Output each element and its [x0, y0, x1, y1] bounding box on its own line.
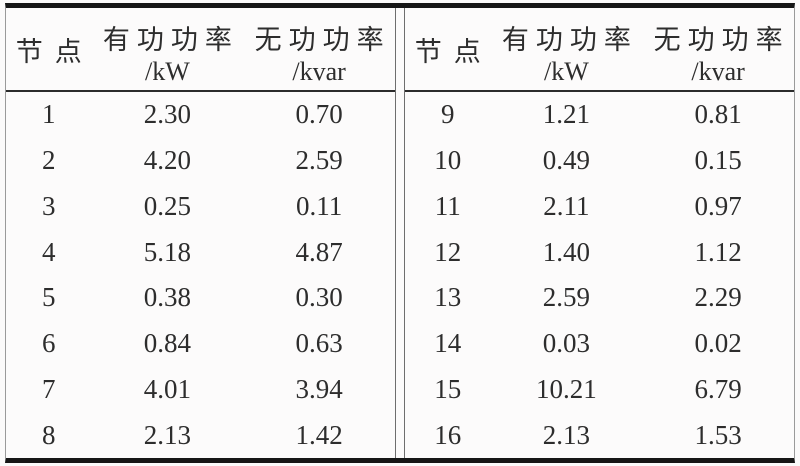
right-table-header: 节点 有功功率 /kW 无功功率 /kvar	[405, 8, 794, 92]
table-row: 3 0.25 0.11	[6, 184, 395, 230]
column-header-node: 节点	[6, 8, 92, 90]
reactive-power-cell: 0.81	[694, 99, 742, 130]
table-row: 15 10.21 6.79	[405, 367, 794, 413]
left-table-body: 1 2.30 0.70 2 4.20 2.59 3 0.25 0.11 4 5.…	[6, 92, 395, 458]
table-row: 14 0.03 0.02	[405, 321, 794, 367]
table-row: 9 1.21 0.81	[405, 92, 794, 138]
table-row: 10 0.49 0.15	[405, 138, 794, 184]
reactive-power-unit: /kvar	[292, 57, 346, 86]
node-cell: 16	[434, 419, 462, 450]
table-row: 2 4.20 2.59	[6, 138, 395, 184]
active-power-cell: 0.25	[143, 190, 192, 221]
active-power-cell: 0.03	[542, 328, 591, 359]
reactive-power-cell: 0.70	[295, 99, 343, 130]
active-power-cell: 1.21	[542, 99, 591, 130]
node-cell: 15	[434, 373, 462, 404]
active-power-cell: 0.84	[143, 328, 192, 359]
active-power-cell: 10.21	[536, 373, 597, 404]
table-row: 16 2.13 1.53	[405, 412, 794, 458]
right-table-body: 9 1.21 0.81 10 0.49 0.15 11 2.11 0.97 12…	[405, 92, 794, 458]
node-cell: 10	[434, 145, 462, 176]
right-table: 节点 有功功率 /kW 无功功率 /kvar 9 1.21 0.81 10 0.…	[405, 8, 794, 458]
active-power-cell: 2.30	[143, 99, 192, 130]
table-row: 8 2.13 1.42	[6, 412, 395, 458]
active-power-cell: 4.01	[143, 373, 192, 404]
active-power-cell: 2.13	[542, 419, 591, 450]
reactive-power-cell: 2.59	[295, 145, 343, 176]
node-cell: 11	[434, 190, 461, 221]
reactive-power-cell: 0.97	[694, 190, 742, 221]
table-row: 5 0.38 0.30	[6, 275, 395, 321]
node-cell: 2	[42, 145, 56, 176]
node-cell: 3	[42, 190, 56, 221]
table-row: 4 5.18 4.87	[6, 229, 395, 275]
reactive-power-cell: 0.63	[295, 328, 343, 359]
column-header-node: 节点	[405, 8, 491, 90]
node-cell: 9	[441, 99, 455, 130]
active-power-unit: /kW	[544, 57, 589, 86]
reactive-power-cell: 1.53	[694, 419, 742, 450]
active-power-cell: 2.59	[542, 282, 591, 313]
reactive-power-cell: 6.79	[694, 373, 742, 404]
table-row: 13 2.59 2.29	[405, 275, 794, 321]
reactive-power-cell: 0.30	[295, 282, 343, 313]
left-table: 节点 有功功率 /kW 无功功率 /kvar 1 2.30 0.70 2 4.2…	[6, 8, 395, 458]
node-cell: 13	[434, 282, 462, 313]
table-row: 7 4.01 3.94	[6, 367, 395, 413]
reactive-power-cell: 3.94	[295, 373, 343, 404]
left-table-header: 节点 有功功率 /kW 无功功率 /kvar	[6, 8, 395, 92]
active-power-cell: 1.40	[542, 236, 591, 267]
node-cell: 5	[42, 282, 56, 313]
reactive-power-cell: 0.15	[694, 145, 742, 176]
node-cell: 4	[42, 236, 56, 267]
node-cell: 7	[42, 373, 56, 404]
reactive-power-cell: 0.11	[296, 190, 343, 221]
column-header-active-power: 有功功率 /kW	[491, 8, 643, 90]
active-power-unit: /kW	[145, 57, 190, 86]
active-power-cell: 5.18	[143, 236, 192, 267]
table-row: 1 2.30 0.70	[6, 92, 395, 138]
node-cell: 12	[434, 236, 462, 267]
node-cell: 1	[42, 99, 56, 130]
reactive-power-cell: 1.12	[694, 236, 742, 267]
table-row: 6 0.84 0.63	[6, 321, 395, 367]
table-row: 12 1.40 1.12	[405, 229, 794, 275]
active-power-cell: 0.38	[143, 282, 192, 313]
reactive-power-cell: 2.29	[694, 282, 742, 313]
active-power-cell: 2.13	[143, 419, 192, 450]
node-cell: 6	[42, 328, 56, 359]
column-header-active-power: 有功功率 /kW	[92, 8, 244, 90]
node-header-label: 节点	[15, 36, 94, 67]
reactive-power-label: 无功功率	[653, 25, 790, 55]
active-power-label: 有功功率	[501, 25, 638, 55]
reactive-power-unit: /kvar	[691, 57, 745, 86]
column-header-reactive-power: 无功功率 /kvar	[642, 8, 794, 90]
active-power-cell: 4.20	[143, 145, 192, 176]
table-row: 11 2.11 0.97	[405, 184, 794, 230]
reactive-power-cell: 1.42	[295, 419, 343, 450]
node-header-label: 节点	[414, 36, 493, 67]
node-cell: 8	[42, 419, 56, 450]
node-cell: 14	[434, 328, 462, 359]
column-header-reactive-power: 无功功率 /kvar	[243, 8, 395, 90]
center-divider	[395, 8, 405, 458]
table-frame: 节点 有功功率 /kW 无功功率 /kvar 1 2.30 0.70 2 4.2…	[5, 3, 795, 463]
reactive-power-cell: 0.02	[694, 328, 742, 359]
active-power-label: 有功功率	[102, 25, 239, 55]
active-power-cell: 0.49	[542, 145, 591, 176]
active-power-cell: 2.11	[543, 190, 590, 221]
reactive-power-cell: 4.87	[295, 236, 343, 267]
reactive-power-label: 无功功率	[254, 25, 391, 55]
